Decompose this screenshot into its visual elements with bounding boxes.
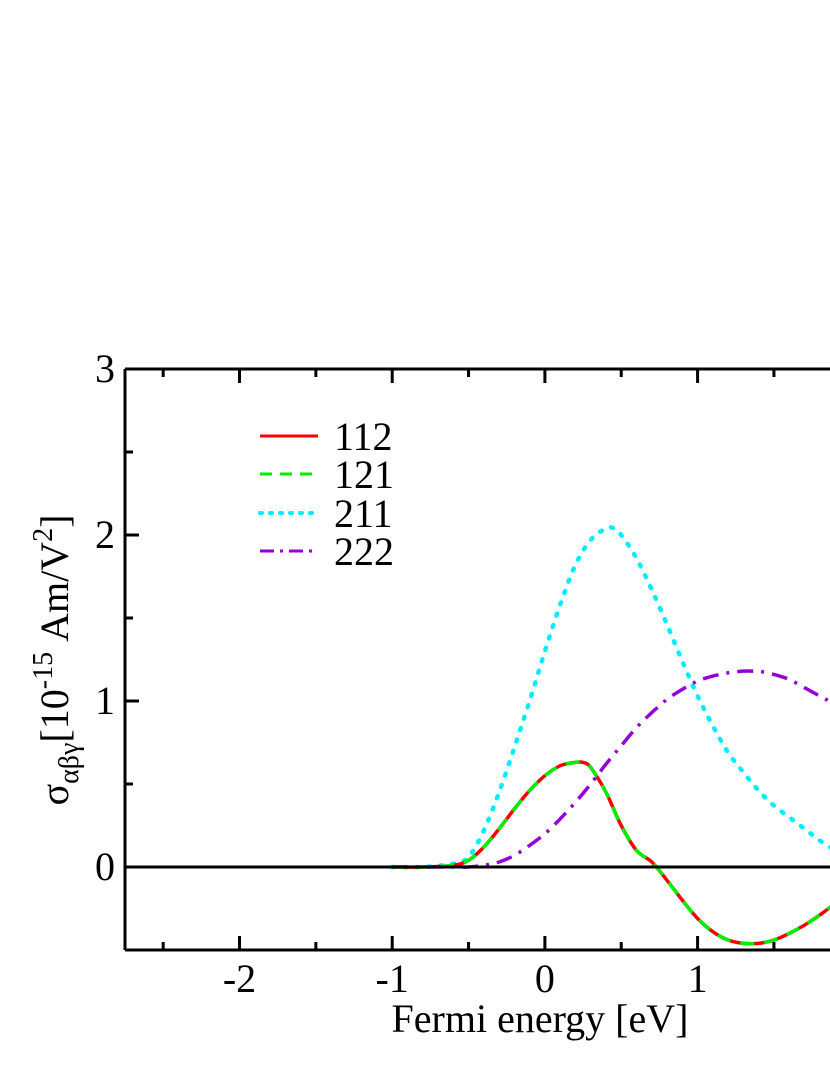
axes (123, 367, 830, 952)
y-tick-label: 0 (95, 844, 115, 889)
legend-label-222: 222 (334, 529, 394, 574)
series-line-121 (392, 760, 830, 946)
y-axis-bracket-open: [10 (32, 689, 77, 742)
y-axis-unit-exponent: 2 (28, 528, 59, 542)
y-tick-label: 3 (95, 346, 115, 391)
series-layer (389, 524, 830, 946)
y-axis-exponent: -15 (28, 652, 59, 689)
y-axis-unit: Am/V (32, 542, 77, 652)
y-axis-subscript: αβγ (54, 743, 85, 784)
legend-label-121: 121 (334, 452, 394, 497)
tick-marks (125, 367, 776, 952)
x-tick-label: 0 (535, 956, 555, 1001)
x-axis-label: Fermi energy [eV] (392, 996, 689, 1041)
y-axis-label: σαβγ[10-15 Am/V2] (28, 515, 85, 806)
y-tick-label: 2 (95, 512, 115, 557)
x-tick-labels: -2 -1 0 1 (223, 956, 708, 1001)
legend-label-112: 112 (334, 414, 393, 459)
x-tick-label: -1 (376, 956, 409, 1001)
x-tick-label: -2 (223, 956, 256, 1001)
series-line-211 (389, 524, 830, 870)
series-line-112 (392, 760, 830, 946)
y-axis-symbol: σ (32, 784, 77, 806)
legend-label-211: 211 (334, 491, 393, 536)
y-axis-bracket-close: ] (32, 515, 77, 528)
x-tick-label: 1 (688, 956, 708, 1001)
y-tick-labels: 0 1 2 3 (95, 346, 115, 889)
y-tick-label: 1 (95, 678, 115, 723)
legend: 112 121 211 222 (258, 414, 394, 574)
series-line-222 (392, 669, 830, 869)
